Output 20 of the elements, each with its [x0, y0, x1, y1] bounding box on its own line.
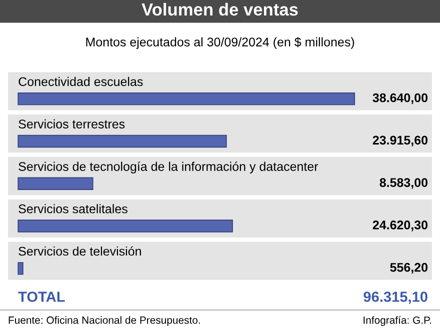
data-label: 24.620,30 — [372, 220, 428, 232]
data-label: 556,20 — [390, 262, 428, 274]
y-tick-label: Servicios satelitales — [18, 204, 128, 214]
y-tick-label: Servicios terrestres — [18, 119, 125, 128]
y-tick-label: Servicios de televisión — [18, 246, 141, 256]
data-label: 23.915,60 — [372, 136, 428, 146]
bar — [18, 134, 227, 148]
chart-title: Volumen de ventas — [142, 2, 298, 16]
source-note: Fuente: Oficina Nacional de Presupuesto. — [8, 316, 200, 326]
bar — [18, 177, 94, 190]
bar — [18, 262, 24, 275]
text: TOTAL — [18, 292, 65, 302]
text: Infografía: G.P. — [364, 316, 432, 326]
data-label: 38.640,00 — [372, 93, 428, 104]
bar — [18, 220, 233, 232]
y-tick-label: Servicios de tecnología de la información y datacenter — [18, 162, 318, 174]
text: 96.315,10 — [364, 292, 428, 304]
chart-subtitle: Montos ejecutados al 30/09/2024 (en $ millones) — [86, 37, 354, 49]
data-label: 8.583,00 — [380, 178, 428, 189]
y-tick-label: Conectividad escuelas — [18, 76, 143, 86]
